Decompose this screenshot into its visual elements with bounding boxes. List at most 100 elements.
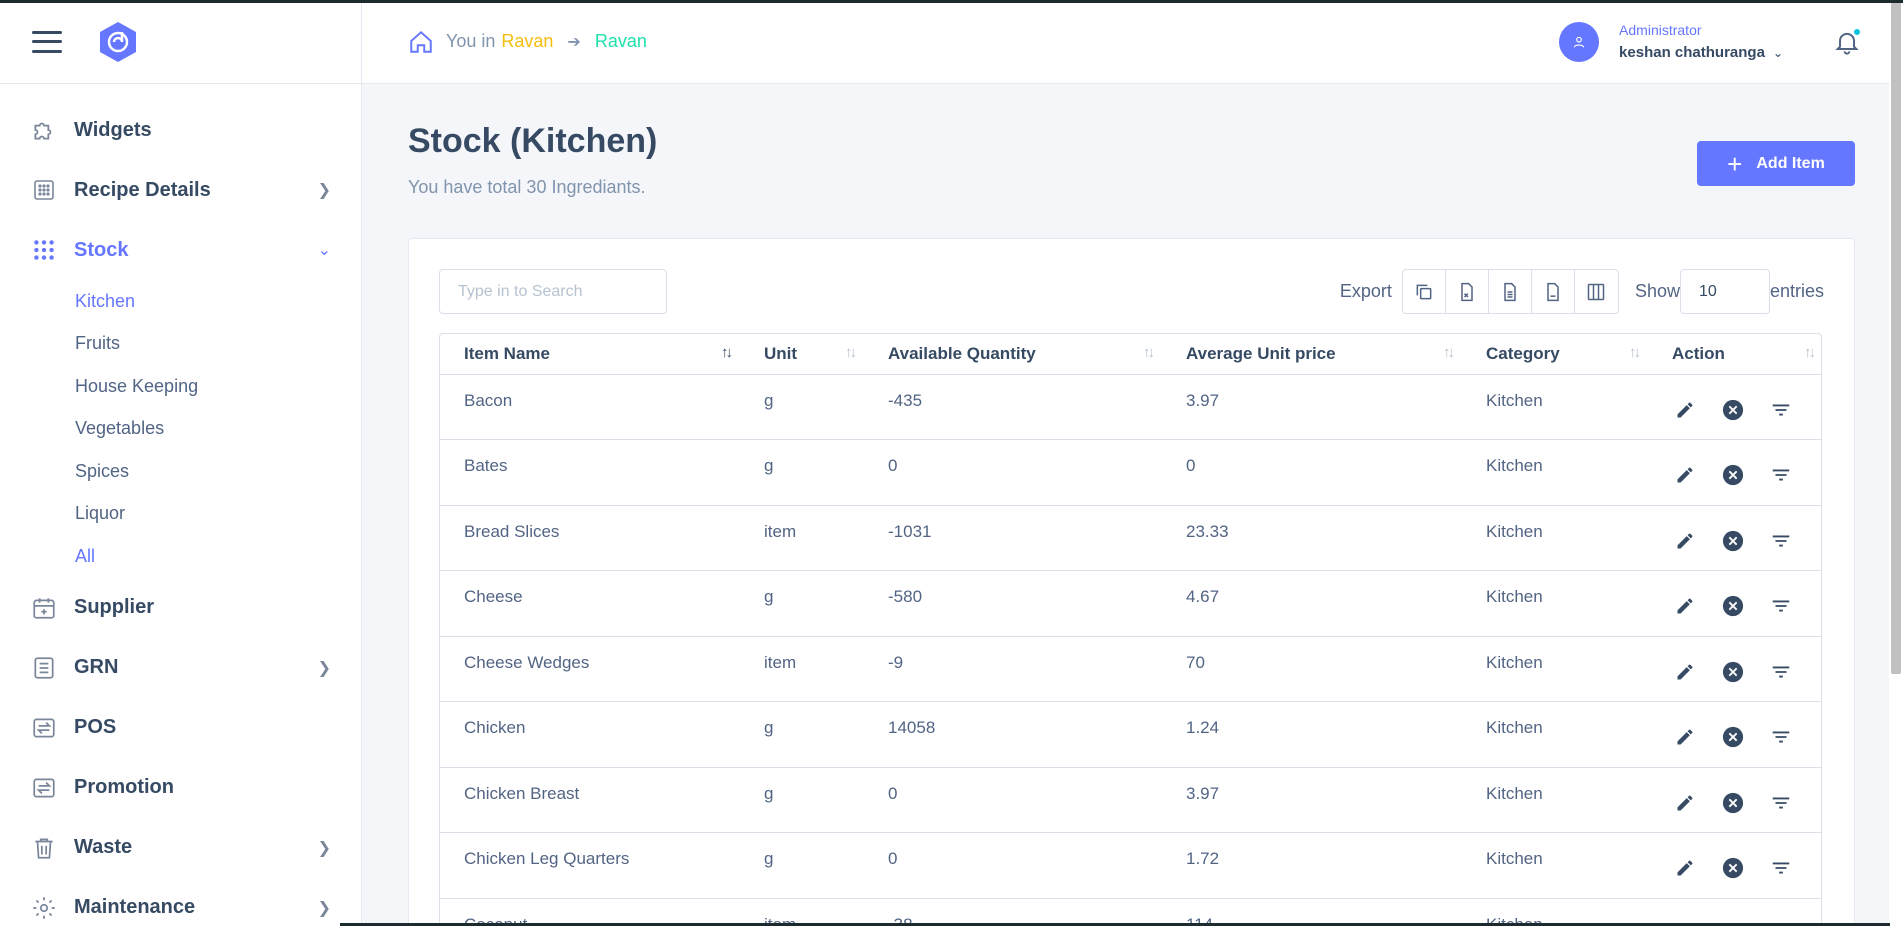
- cell-average-unit-price: 1.72: [1162, 832, 1462, 899]
- table-row: Coconut item -38 114 Kitchen: [440, 898, 1821, 926]
- submenu-item-kitchen[interactable]: Kitchen: [75, 290, 136, 311]
- table-header-row: Item Name ↑↓ Unit ↑↓ Available Quantity ↑↓ …: [440, 334, 1821, 375]
- filter-icon[interactable]: [1768, 397, 1794, 423]
- chevron-right-icon: ❯: [317, 659, 331, 677]
- sidebar-item-stock[interactable]: Stock ⌄: [0, 220, 361, 280]
- avatar: [1559, 21, 1600, 62]
- search-input[interactable]: [439, 269, 667, 314]
- sidebar-item-supplier[interactable]: Supplier: [0, 578, 361, 638]
- delete-circle-icon[interactable]: [1720, 855, 1746, 881]
- edit-icon[interactable]: [1672, 528, 1698, 554]
- cell-category: Kitchen: [1462, 505, 1648, 571]
- sidebar-item-label: Recipe Details: [74, 178, 211, 201]
- delete-circle-icon[interactable]: [1720, 528, 1746, 554]
- edit-icon[interactable]: [1672, 397, 1698, 423]
- cell-average-unit-price: 23.33: [1162, 505, 1462, 571]
- app-logo[interactable]: [96, 20, 140, 64]
- edit-icon[interactable]: [1672, 462, 1698, 488]
- column-label: Item Name: [464, 343, 550, 363]
- sidebar-item-label: Supplier: [74, 596, 155, 618]
- cell-actions: [1648, 570, 1821, 637]
- sidebar-item-grn[interactable]: GRN ❯: [0, 638, 361, 698]
- filter-icon[interactable]: [1768, 462, 1794, 488]
- list-doc-icon: [30, 654, 58, 682]
- filter-icon[interactable]: [1768, 528, 1794, 554]
- submenu-item-vegetables[interactable]: Vegetables: [75, 418, 165, 439]
- calendar-plus-icon: [30, 594, 58, 622]
- sidebar-item-label: Widgets: [74, 118, 152, 141]
- table-row: Chicken Leg Quarters g 0 1.72 Kitchen: [440, 832, 1821, 899]
- cell-average-unit-price: 4.67: [1162, 570, 1462, 637]
- add-item-label: Add Item: [1756, 154, 1825, 172]
- add-item-button[interactable]: + Add Item: [1697, 141, 1855, 186]
- delete-circle-icon[interactable]: [1720, 397, 1746, 423]
- excel-file-icon[interactable]: [1446, 270, 1489, 313]
- column-header-category[interactable]: Category ↑↓: [1462, 334, 1648, 375]
- edit-icon[interactable]: [1672, 790, 1698, 816]
- column-header-average-unit-price[interactable]: Average Unit price ↑↓: [1162, 334, 1462, 375]
- column-label: Category: [1486, 343, 1560, 363]
- sort-icon: ↑↓: [1143, 344, 1155, 361]
- column-header-action[interactable]: Action ↑↓: [1648, 334, 1821, 375]
- delete-circle-icon[interactable]: [1720, 593, 1746, 619]
- columns-icon[interactable]: [1575, 270, 1618, 313]
- chevron-right-icon: ❯: [317, 899, 331, 917]
- sidebar-item-widgets[interactable]: Widgets: [0, 100, 361, 160]
- delete-circle-icon[interactable]: [1720, 462, 1746, 488]
- delete-circle-icon[interactable]: [1720, 659, 1746, 685]
- delete-circle-icon[interactable]: [1720, 790, 1746, 816]
- scrollbar-thumb[interactable]: [1891, 2, 1901, 674]
- export-label: Export: [1339, 281, 1392, 301]
- chevron-right-icon: ❯: [317, 839, 331, 857]
- page-scrollbar[interactable]: [1889, 0, 1903, 926]
- sidebar-item-maintenance[interactable]: Maintenance ❯: [0, 878, 361, 926]
- submenu-item-spices[interactable]: Spices: [75, 460, 130, 481]
- column-header-available-quantity[interactable]: Available Quantity ↑↓: [864, 334, 1162, 375]
- edit-icon[interactable]: [1672, 855, 1698, 881]
- cell-category: Kitchen: [1462, 701, 1648, 768]
- filter-icon[interactable]: [1768, 593, 1794, 619]
- submenu-item-all[interactable]: All: [75, 545, 96, 566]
- entries-per-page-input[interactable]: [1679, 269, 1770, 314]
- cell-unit: g: [740, 570, 864, 637]
- page-subtitle: You have total 30 Ingrediants.: [408, 177, 646, 197]
- cell-item-name: Cheese Wedges: [440, 636, 740, 702]
- edit-icon[interactable]: [1672, 659, 1698, 685]
- submenu-item-house-keeping[interactable]: House Keeping: [75, 375, 199, 396]
- sidebar-item-promotion[interactable]: Promotion: [0, 758, 361, 818]
- csv-file-icon[interactable]: [1489, 270, 1532, 313]
- breadcrumb-org[interactable]: Ravan: [501, 31, 554, 51]
- edit-icon[interactable]: [1672, 724, 1698, 750]
- filter-icon[interactable]: [1768, 855, 1794, 881]
- filter-icon[interactable]: [1768, 724, 1794, 750]
- cell-available-quantity: 14058: [864, 701, 1162, 768]
- filter-icon[interactable]: [1768, 790, 1794, 816]
- cell-average-unit-price: 114: [1162, 898, 1462, 926]
- home-icon[interactable]: [408, 29, 434, 55]
- gear-icon: [30, 894, 58, 922]
- filter-icon[interactable]: [1768, 659, 1794, 685]
- menu-toggle-icon[interactable]: [32, 30, 62, 53]
- sidebar-item-waste[interactable]: Waste ❯: [0, 818, 361, 878]
- arrow-right-icon: ➔: [567, 33, 581, 51]
- chevron-down-icon: ⌄: [317, 242, 331, 259]
- sidebar-item-recipe-details[interactable]: Recipe Details ❯: [0, 160, 361, 220]
- column-header-unit[interactable]: Unit ↑↓: [740, 334, 864, 375]
- sidebar-item-label: POS: [74, 716, 117, 738]
- puzzle-icon: [30, 116, 58, 144]
- notification-bell-icon[interactable]: [1833, 27, 1861, 56]
- edit-icon[interactable]: [1672, 593, 1698, 619]
- delete-circle-icon[interactable]: [1720, 724, 1746, 750]
- cell-available-quantity: -435: [864, 374, 1162, 440]
- column-header-item-name[interactable]: Item Name ↑↓: [440, 334, 740, 375]
- user-dropdown[interactable]: Administrator keshan chathuranga ⌄: [1559, 21, 1783, 62]
- copy-icon[interactable]: [1403, 270, 1446, 313]
- submenu-item-liquor[interactable]: Liquor: [75, 503, 126, 524]
- sidebar-item-label: Waste: [74, 836, 133, 858]
- cell-category: Kitchen: [1462, 439, 1648, 506]
- breadcrumb-current[interactable]: Ravan: [594, 31, 647, 51]
- exchange-icon: [30, 714, 58, 742]
- pdf-file-icon[interactable]: [1532, 270, 1575, 313]
- sidebar-item-pos[interactable]: POS: [0, 698, 361, 758]
- submenu-item-fruits[interactable]: Fruits: [75, 333, 120, 354]
